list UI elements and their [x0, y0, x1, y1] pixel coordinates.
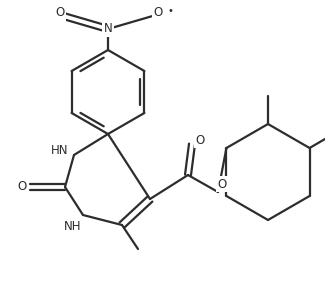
Text: O: O	[153, 7, 162, 20]
Text: N: N	[104, 22, 112, 36]
Text: •: •	[167, 6, 173, 16]
Text: O: O	[55, 7, 65, 20]
Text: HN: HN	[51, 144, 69, 158]
Text: O: O	[17, 181, 27, 193]
Text: O: O	[195, 133, 205, 146]
Text: O: O	[217, 177, 227, 191]
Text: NH: NH	[64, 220, 82, 234]
